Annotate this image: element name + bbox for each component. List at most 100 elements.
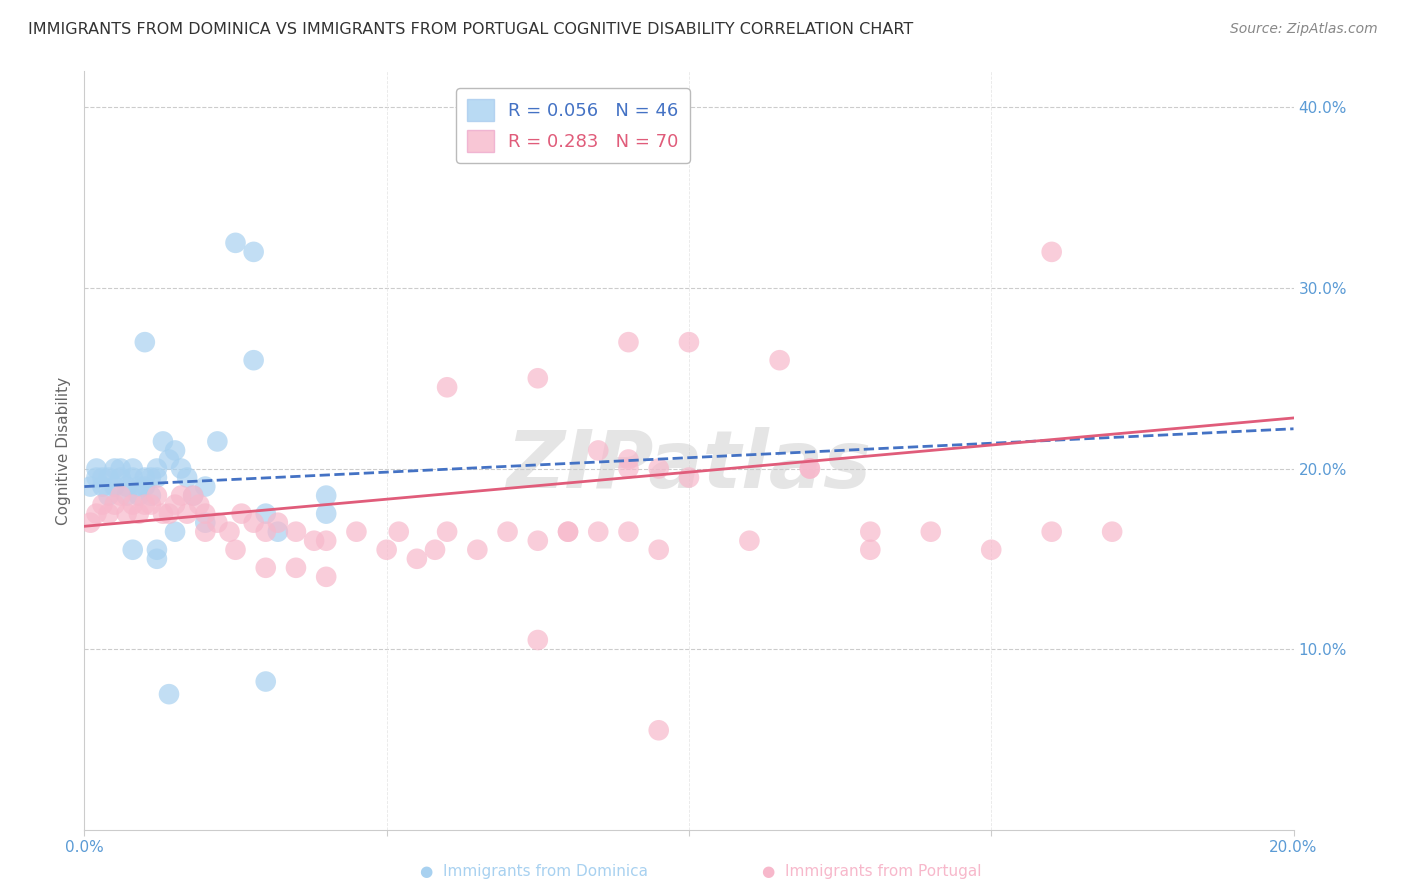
Point <box>254 561 277 575</box>
Point <box>285 561 308 575</box>
Point <box>91 479 114 493</box>
Point <box>648 542 671 557</box>
Point <box>97 507 120 521</box>
Point <box>134 479 156 493</box>
Point <box>527 371 550 385</box>
Point <box>315 533 337 548</box>
Point <box>139 489 162 503</box>
Point <box>799 461 821 475</box>
Point <box>315 489 337 503</box>
Point <box>267 524 290 539</box>
Point <box>139 470 162 484</box>
Point <box>496 524 519 539</box>
Point <box>104 479 127 493</box>
Point <box>242 516 264 530</box>
Point <box>121 498 143 512</box>
Point <box>225 542 247 557</box>
Point <box>678 335 700 350</box>
Point <box>110 470 132 484</box>
Point <box>527 633 550 648</box>
Point <box>146 489 169 503</box>
Y-axis label: Cognitive Disability: Cognitive Disability <box>56 376 72 524</box>
Point <box>86 507 108 521</box>
Point <box>79 479 101 493</box>
Point <box>207 434 229 449</box>
Point <box>1040 524 1063 539</box>
Point <box>104 498 127 512</box>
Point <box>157 452 180 467</box>
Point <box>242 353 264 368</box>
Point <box>128 489 150 503</box>
Point <box>799 461 821 475</box>
Point <box>86 470 108 484</box>
Point <box>254 674 277 689</box>
Point <box>1101 524 1123 539</box>
Point <box>738 533 761 548</box>
Point <box>527 533 550 548</box>
Point <box>406 551 429 566</box>
Point <box>769 353 792 368</box>
Point <box>146 461 169 475</box>
Legend: R = 0.056   N = 46, R = 0.283   N = 70: R = 0.056 N = 46, R = 0.283 N = 70 <box>456 88 690 162</box>
Point <box>134 470 156 484</box>
Point <box>231 507 253 521</box>
Point <box>110 489 132 503</box>
Point <box>86 461 108 475</box>
Point <box>165 524 187 539</box>
Point <box>1040 244 1063 259</box>
Point <box>176 507 198 521</box>
Text: ●  Immigrants from Portugal: ● Immigrants from Portugal <box>762 864 981 879</box>
Point <box>176 470 198 484</box>
Point <box>557 524 579 539</box>
Point <box>134 498 156 512</box>
Point <box>170 461 193 475</box>
Point <box>315 570 337 584</box>
Point <box>194 516 217 530</box>
Point <box>648 461 671 475</box>
Point <box>170 489 193 503</box>
Point <box>254 507 277 521</box>
Point <box>152 507 174 521</box>
Point <box>617 461 640 475</box>
Point <box>346 524 368 539</box>
Point <box>152 434 174 449</box>
Point <box>128 479 150 493</box>
Point <box>267 516 290 530</box>
Point <box>97 470 120 484</box>
Point <box>139 498 162 512</box>
Point <box>617 452 640 467</box>
Point <box>115 479 138 493</box>
Point <box>181 489 204 503</box>
Point <box>617 335 640 350</box>
Point <box>375 542 398 557</box>
Point <box>79 516 101 530</box>
Point <box>128 507 150 521</box>
Point <box>588 524 610 539</box>
Point <box>315 507 337 521</box>
Point <box>617 524 640 539</box>
Text: IMMIGRANTS FROM DOMINICA VS IMMIGRANTS FROM PORTUGAL COGNITIVE DISABILITY CORREL: IMMIGRANTS FROM DOMINICA VS IMMIGRANTS F… <box>28 22 914 37</box>
Point <box>980 542 1002 557</box>
Point <box>121 542 143 557</box>
Point <box>388 524 411 539</box>
Point <box>678 470 700 484</box>
Point <box>423 542 446 557</box>
Point <box>194 479 217 493</box>
Point <box>121 461 143 475</box>
Point <box>115 507 138 521</box>
Point <box>194 524 217 539</box>
Point <box>242 244 264 259</box>
Point <box>254 524 277 539</box>
Point <box>91 470 114 484</box>
Point <box>110 461 132 475</box>
Point <box>557 524 579 539</box>
Point <box>436 380 458 394</box>
Point <box>859 524 882 539</box>
Point <box>121 470 143 484</box>
Point <box>285 524 308 539</box>
Text: ZIPatlas: ZIPatlas <box>506 426 872 505</box>
Point <box>134 335 156 350</box>
Point <box>157 507 180 521</box>
Point <box>648 723 671 738</box>
Point <box>157 687 180 701</box>
